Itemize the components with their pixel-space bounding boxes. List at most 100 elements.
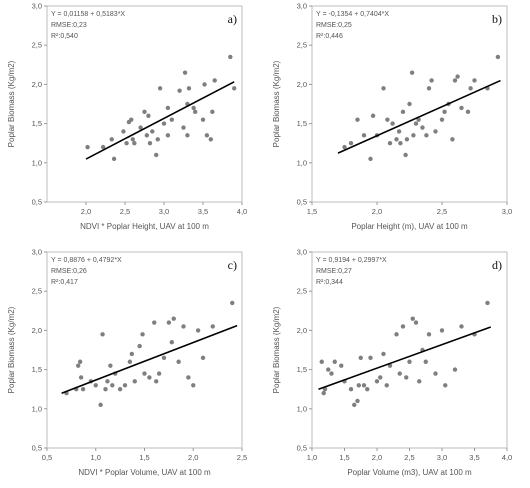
data-point	[202, 82, 207, 87]
data-point	[413, 320, 419, 325]
data-point	[100, 332, 105, 337]
data-point	[77, 359, 83, 364]
data-point	[355, 117, 360, 122]
data-point	[152, 320, 157, 325]
data-point	[165, 133, 171, 138]
data-point	[394, 137, 399, 142]
y-tick-label: 1,5	[32, 119, 42, 128]
data-point	[370, 113, 376, 118]
r-squared-text: R²:0,417	[51, 279, 78, 286]
data-point	[411, 133, 416, 138]
data-point	[403, 152, 408, 158]
x-tick-label: 1,5	[139, 453, 149, 462]
y-tick-label: 1,5	[297, 365, 307, 374]
data-point	[368, 156, 373, 162]
scatter-plot-svg: 1,0 1,5 2,0 2,5 3,0 3,5 4,00,51,01,52,02,53,0P…	[272, 248, 512, 478]
data-point	[80, 387, 86, 392]
data-point	[326, 367, 331, 372]
y-tick-label: 2,0	[32, 326, 42, 335]
regression-equation: Y = 0,01158 + 0,5183*X	[51, 11, 125, 18]
y-tick-label: 0,5	[297, 444, 307, 453]
regression-equation: Y = 0,8876 + 0,4792*X	[51, 257, 122, 264]
y-tick-label: 3,0	[297, 2, 307, 11]
data-point	[361, 383, 367, 388]
x-tick-label: 2,0	[188, 453, 198, 462]
data-point	[111, 156, 117, 162]
data-point	[129, 351, 135, 357]
data-point	[127, 359, 133, 364]
data-point	[154, 152, 159, 158]
x-tick-label: 2,5	[437, 207, 447, 216]
data-point	[455, 74, 460, 79]
x-tick-label: 4,0	[237, 207, 247, 216]
data-point	[181, 125, 186, 130]
data-point	[410, 316, 415, 321]
x-tick-label: 2,5	[404, 453, 414, 462]
data-point	[150, 129, 155, 134]
data-point	[433, 371, 438, 376]
data-point	[433, 129, 438, 134]
data-point	[181, 324, 186, 329]
rmse-text: RMSE:0,27	[316, 268, 352, 275]
data-point	[407, 359, 412, 364]
data-point	[404, 137, 410, 142]
data-point	[465, 109, 471, 115]
r-squared-text: R²:0,540	[51, 33, 78, 40]
data-point	[157, 86, 163, 91]
y-tick-label: 2,0	[297, 80, 307, 89]
x-tick-label: 2,5	[120, 207, 130, 216]
regression-line	[318, 326, 492, 391]
data-point	[156, 371, 162, 376]
chart-panel-d: 1,0 1,5 2,0 2,5 3,0 3,5 4,0 0,5 1,0 1,5 2,0 2,5 3,0 P…	[265, 246, 530, 488]
y-tick-label: 2,5	[297, 287, 307, 296]
scatter-plot-svg: 2,0 2,5 3,0 3,5 4,0 0,5 1,0 1,5 2,0 2,5 3,0 NDVI * …	[7, 2, 247, 232]
y-tick-label: 0,5	[32, 444, 42, 453]
data-point	[355, 398, 360, 404]
data-point	[165, 105, 171, 111]
y-tick-label: 3,0	[297, 248, 307, 257]
y-axis-title: Poplar Biomass (Kg/m2)	[272, 60, 281, 147]
data-point	[452, 78, 458, 83]
data-point	[110, 383, 115, 388]
panel-label: c)	[228, 258, 237, 272]
regression-line	[337, 79, 501, 154]
x-tick-label: 3,5	[469, 453, 479, 462]
data-point	[450, 137, 455, 142]
y-axis-title: Poplar Biomass (Kg/m2)	[7, 60, 16, 147]
panel-label: a)	[228, 12, 237, 26]
x-tick-label: 1,5	[339, 453, 349, 462]
data-point	[210, 109, 215, 115]
data-point	[122, 383, 128, 388]
data-point	[381, 351, 386, 357]
data-point	[191, 383, 196, 388]
y-tick-label: 2,5	[297, 41, 307, 50]
y-axis-title: Poplar Biomass (Kg/m2)	[272, 306, 281, 393]
y-tick-label: 3,0	[32, 248, 42, 257]
data-point	[452, 367, 458, 372]
panel-label: d)	[492, 258, 502, 272]
data-point	[200, 355, 206, 361]
x-axis-title: NDVI * Poplar Volume, UAV at 100 m	[78, 468, 211, 477]
rmse-text: RMSE:0,23	[51, 22, 87, 29]
x-tick-label: 2,0	[372, 207, 382, 216]
data-point	[176, 359, 181, 364]
data-point	[443, 383, 448, 388]
data-point	[468, 86, 473, 91]
data-point	[155, 137, 160, 142]
y-tick-label: 0,5	[32, 198, 42, 207]
data-point	[117, 387, 123, 392]
data-point	[361, 133, 367, 138]
data-point	[204, 133, 210, 138]
x-tick-label: 3,0	[159, 207, 169, 216]
x-tick-label: 3,0	[437, 453, 447, 462]
data-point	[368, 355, 373, 361]
chart-panel-a: 2,0 2,5 3,0 3,5 4,0 0,5 1,0 1,5 2,0 2,5 3,0 NDVI * …	[0, 0, 265, 242]
scatter-plot-svg: 0,5 1,0 1,5 2,0 2,5 0,5 1,0 1,5 2,0 2,5 3,0 NDVI * …	[7, 248, 247, 478]
data-point	[230, 300, 235, 306]
data-point	[472, 78, 477, 83]
rmse-text: RMSE:0,25	[316, 22, 352, 29]
chart-panel-b: 1,5 2,0 2,5 3,0 0,5 1,0 1,5 2,0 2,5 3,0 Poplar Hei…	[265, 0, 530, 242]
data-point	[171, 316, 176, 321]
regression-line	[61, 324, 238, 394]
y-tick-label: 0,5	[297, 198, 307, 207]
